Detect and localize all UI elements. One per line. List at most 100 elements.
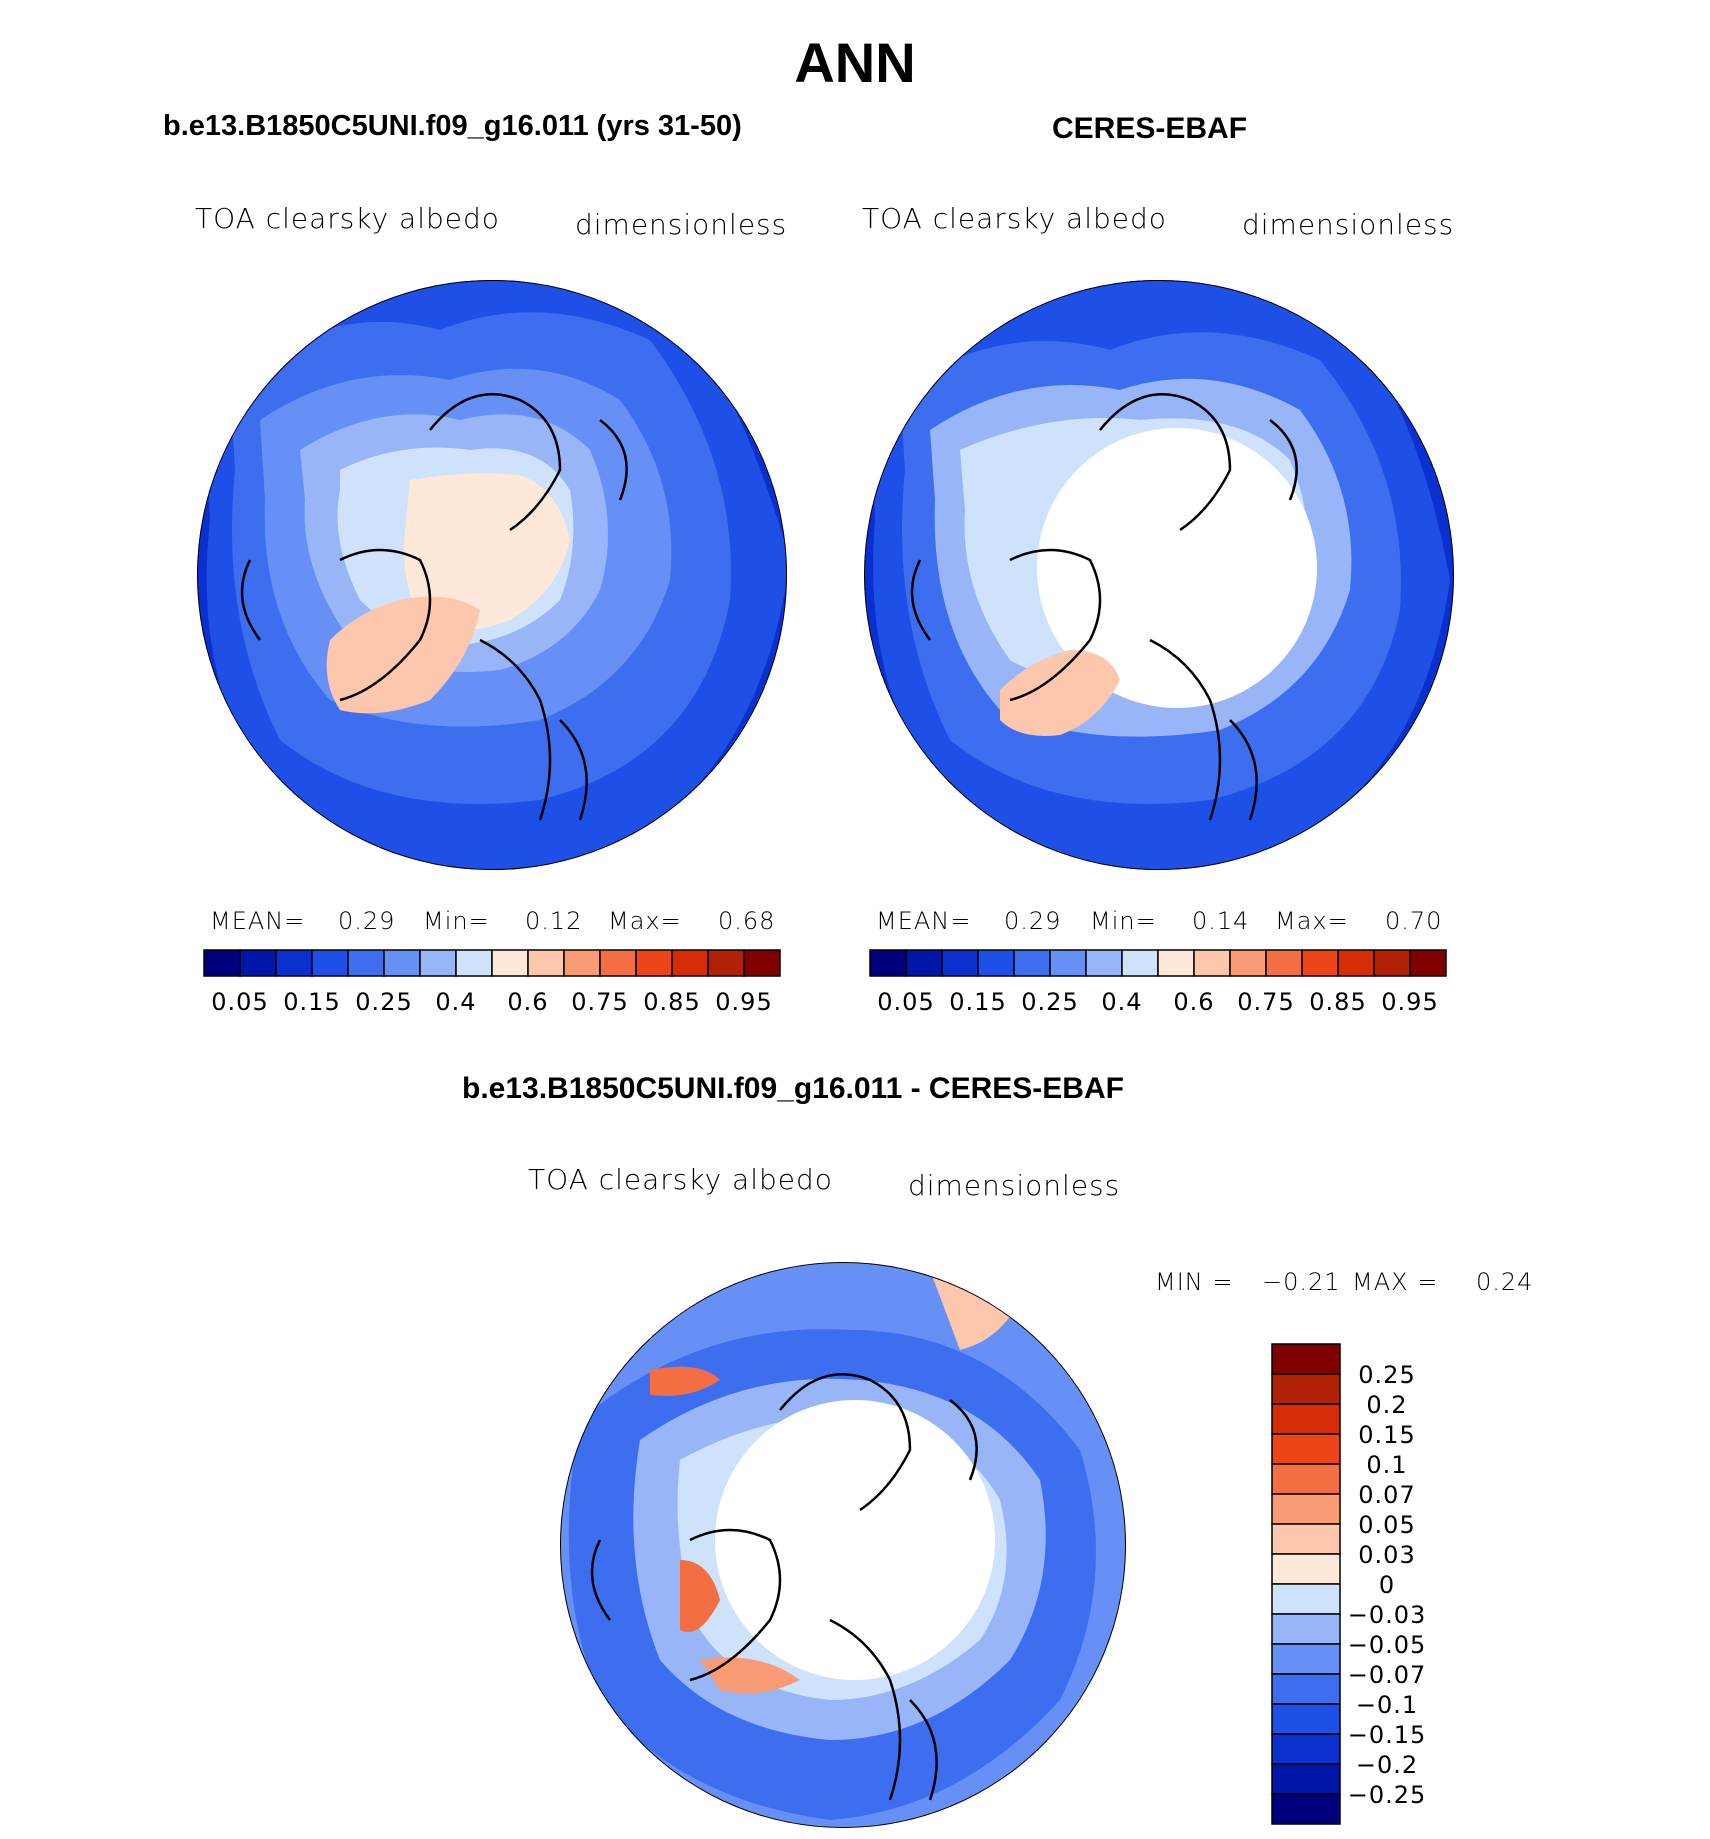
- diff-colorbar-swatch: [1271, 1583, 1341, 1615]
- panel-1-colorbar-tick-label: 0.15: [283, 988, 340, 1016]
- diff-colorbar-tick-label: −0.05: [1348, 1631, 1427, 1659]
- diff-colorbar-tick-label: 0.2: [1366, 1391, 1407, 1419]
- panel-2-polar-map: [864, 280, 1454, 870]
- panel-2-colorbar: 0.05 0.15 0.25 0.4 0.6 0.75 0.85 0.95: [869, 949, 1447, 1016]
- panel-1-colorbar-tick-label: 0.6: [507, 988, 548, 1016]
- panel-1-polar-map: [197, 280, 787, 870]
- diff-polar-map: [560, 1262, 1126, 1828]
- panel-1-colorbar-tick-label: 0.05: [211, 988, 268, 1016]
- diff-colorbar-swatch: [1271, 1463, 1341, 1495]
- panel-1-colorbar-swatch: [383, 949, 421, 977]
- diff-max-label: MAX =: [1352, 1268, 1439, 1296]
- panel-2-colorbar-tick-label: 0.25: [1021, 988, 1078, 1016]
- panel-1-max-value: 0.68: [718, 907, 776, 935]
- panel-2-colorbar-swatch: [1409, 949, 1447, 977]
- diff-colorbar-tick-label: −0.03: [1348, 1601, 1427, 1629]
- diff-colorbar-swatch: [1271, 1433, 1341, 1465]
- panel-2-colorbar-swatch: [1229, 949, 1267, 977]
- panel-1-colorbar-swatch: [419, 949, 457, 977]
- diff-colorbar-tick-label: 0.05: [1358, 1511, 1415, 1539]
- panel-2-colorbar-tick-label: 0.95: [1381, 988, 1438, 1016]
- panel-2-variable-label: TOA clearsky albedo: [862, 202, 1167, 235]
- diff-colorbar-swatch: [1271, 1733, 1341, 1765]
- diff-colorbar-swatch: [1271, 1343, 1341, 1375]
- panel-2-colorbar-swatch: [977, 949, 1015, 977]
- panel-1-colorbar-swatch: [239, 949, 277, 977]
- panel-1-colorbar-swatch: [527, 949, 565, 977]
- panel-2-colorbar-tick-label: 0.75: [1237, 988, 1294, 1016]
- panel-1-colorbar-swatch: [491, 949, 529, 977]
- diff-colorbar-swatch: [1271, 1613, 1341, 1645]
- panel-1-min-value: 0.12: [525, 907, 583, 935]
- panel-1-colorbar: 0.05 0.15 0.25 0.4 0.6 0.75 0.85 0.95: [203, 949, 781, 1016]
- panel-1-colorbar-swatch: [455, 949, 493, 977]
- panel-2-min-label: Min=: [1090, 907, 1157, 935]
- panel-2-colorbar-swatch: [1085, 949, 1123, 977]
- panel-2-case-title: CERES-EBAF: [1052, 112, 1248, 145]
- panel-2-colorbar-swatch: [1193, 949, 1231, 977]
- diff-units-label: dimensionless: [908, 1169, 1121, 1202]
- diff-colorbar-swatch: [1271, 1673, 1341, 1705]
- diff-colorbar-tick-label: 0.03: [1358, 1541, 1415, 1569]
- panel-2-colorbar-swatch: [941, 949, 979, 977]
- panel-1-colorbar-tick-label: 0.75: [571, 988, 628, 1016]
- panel-1-colorbar-tick-label: 0.95: [715, 988, 772, 1016]
- diff-case-title: b.e13.B1850C5UNI.f09_g16.011 - CERES-EBA…: [462, 1072, 1124, 1105]
- panel-2-colorbar-tick-label: 0.15: [949, 988, 1006, 1016]
- diff-colorbar-swatch: [1271, 1703, 1341, 1735]
- panel-2-colorbar-swatch: [1337, 949, 1375, 977]
- diff-colorbar-tick-label: −0.25: [1348, 1781, 1427, 1809]
- panel-1-colorbar-tick-label: 0.4: [435, 988, 476, 1016]
- panel-2-colorbar-swatch: [1049, 949, 1087, 977]
- diff-colorbar-tick-label: 0.25: [1358, 1361, 1415, 1389]
- diff-colorbar: 0.250.20.150.10.070.050.030−0.03−0.05−0.…: [1271, 1343, 1427, 1825]
- diff-colorbar-swatch: [1271, 1493, 1341, 1525]
- panel-1-min-label: Min=: [423, 907, 490, 935]
- diff-colorbar-swatch: [1271, 1553, 1341, 1585]
- panel-1-mean-label: MEAN=: [210, 907, 306, 935]
- panel-1-max-label: Max=: [608, 907, 682, 935]
- figure-title: ANN: [794, 31, 916, 94]
- diff-colorbar-tick-label: 0.1: [1366, 1451, 1407, 1479]
- diff-colorbar-tick-label: −0.07: [1348, 1661, 1427, 1689]
- diff-colorbar-swatch: [1271, 1373, 1341, 1405]
- panel-2-colorbar-swatch: [1121, 949, 1159, 977]
- panel-2-max-value: 0.70: [1385, 907, 1443, 935]
- diff-max-value: 0.24: [1476, 1268, 1534, 1296]
- panel-1-colorbar-swatch: [347, 949, 385, 977]
- panel-2-colorbar-swatch: [869, 949, 907, 977]
- panel-2-colorbar-swatch: [1301, 949, 1339, 977]
- diff-min-value: −0.21: [1262, 1268, 1341, 1296]
- panel-2-colorbar-tick-label: 0.4: [1101, 988, 1142, 1016]
- diff-colorbar-swatch: [1271, 1523, 1341, 1555]
- panel-1-colorbar-swatch: [671, 949, 709, 977]
- panel-1-colorbar-tick-label: 0.85: [643, 988, 700, 1016]
- panel-2-mean-label: MEAN=: [876, 907, 972, 935]
- panel-1-colorbar-swatch: [311, 949, 349, 977]
- panel-2-colorbar-swatch: [1373, 949, 1411, 977]
- panel-2-colorbar-tick-label: 0.6: [1173, 988, 1214, 1016]
- panel-2-units-label: dimensionless: [1242, 208, 1455, 241]
- panel-1-colorbar-swatch: [707, 949, 745, 977]
- panel-2-mean-value: 0.29: [1004, 907, 1062, 935]
- diff-colorbar-tick-label: 0.15: [1358, 1421, 1415, 1449]
- panel-1-colorbar-swatch: [599, 949, 637, 977]
- panel-2-colorbar-swatch: [1265, 949, 1303, 977]
- diff-colorbar-swatch: [1271, 1643, 1341, 1675]
- panel-2-colorbar-swatch: [905, 949, 943, 977]
- diff-min-label: MIN =: [1155, 1268, 1234, 1296]
- panel-1-colorbar-swatch: [563, 949, 601, 977]
- diff-colorbar-tick-label: −0.1: [1356, 1691, 1418, 1719]
- panel-2-colorbar-swatch: [1157, 949, 1195, 977]
- diff-colorbar-tick-label: −0.2: [1356, 1751, 1418, 1779]
- panel-2-max-label: Max=: [1275, 907, 1349, 935]
- panel-2-min-value: 0.14: [1192, 907, 1250, 935]
- diff-colorbar-tick-label: −0.15: [1348, 1721, 1427, 1749]
- diff-colorbar-swatch: [1271, 1763, 1341, 1795]
- panel-1-colorbar-swatch: [203, 949, 241, 977]
- panel-1-mean-value: 0.29: [338, 907, 396, 935]
- panel-1-units-label: dimensionless: [575, 208, 788, 241]
- diff-colorbar-swatch: [1271, 1793, 1341, 1825]
- panel-1-colorbar-swatch: [743, 949, 781, 977]
